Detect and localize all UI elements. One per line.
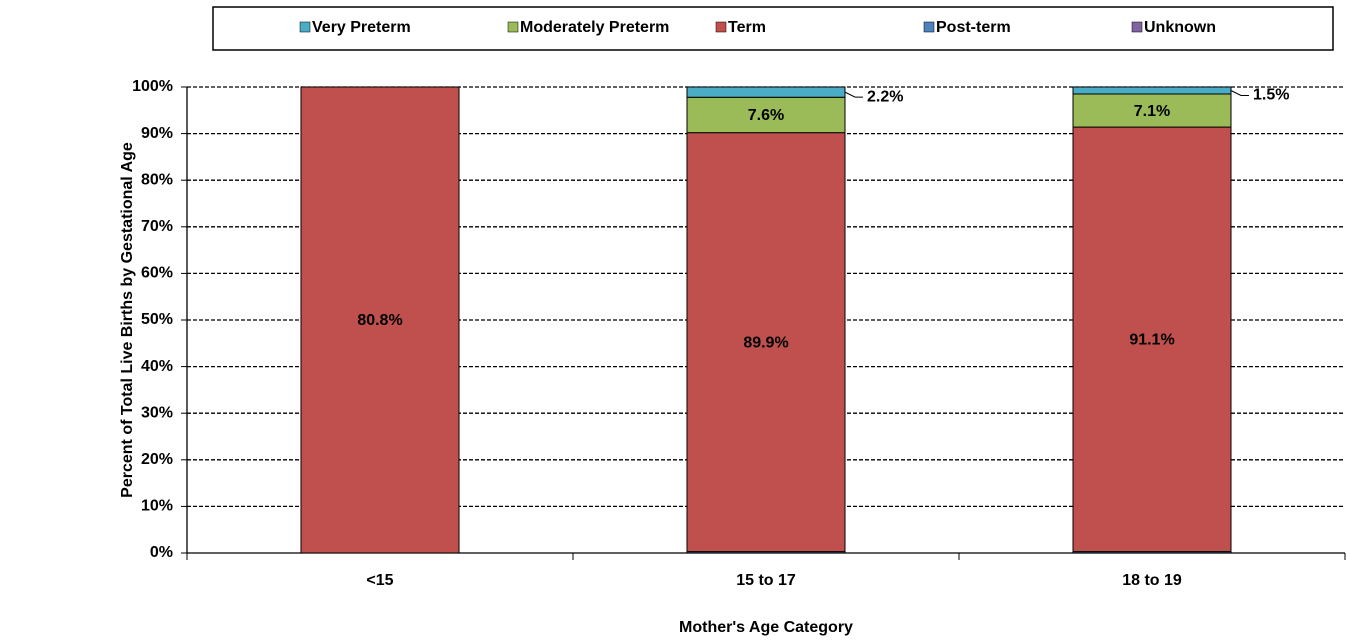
data-label: 80.8% [357,312,402,329]
legend-box [212,6,1334,51]
y-tick-label: 90% [141,125,173,142]
y-tick-label: 70% [141,218,173,235]
y-tick-label: 20% [141,451,173,468]
x-axis-label: Mother's Age Category [679,619,853,636]
legend-swatch [715,21,727,33]
legend-swatch [299,21,311,33]
y-tick-label: 10% [141,498,173,515]
y-tick-label: 100% [132,78,173,95]
legend-label: Very Preterm [312,19,411,36]
y-tick-label: 30% [141,404,173,421]
bar-segment [1072,86,1232,95]
y-tick-label: 0% [150,544,173,561]
bar-segment [1072,93,1232,128]
data-label: 7.1% [1134,103,1170,120]
bar-segment [1072,126,1232,553]
legend-label: Post-term [936,19,1011,36]
data-label: 1.5% [1253,87,1289,104]
y-tick-label: 80% [141,171,173,188]
leader-line [844,91,863,98]
legend-label: Unknown [1144,19,1216,36]
x-tick-label: 15 to 17 [736,572,796,589]
legend-swatch [1131,21,1143,33]
y-tick-label: 60% [141,265,173,282]
x-tick-label: 18 to 19 [1122,572,1182,589]
y-axis-label: Percent of Total Live Births by Gestatio… [119,142,136,498]
y-tick-label: 40% [141,358,173,375]
x-tick-label: <15 [366,572,393,589]
data-label: 91.1% [1129,332,1174,349]
legend-swatch [507,21,519,33]
data-label: 2.2% [867,88,903,105]
legend-label: Term [728,19,766,36]
data-label: 89.9% [743,334,788,351]
legend-label: Moderately Preterm [520,19,669,36]
leader-line [1230,90,1249,96]
bar-segment [300,86,460,554]
bar-segment [686,86,846,98]
legend-swatch [923,21,935,33]
data-label: 7.6% [748,107,784,124]
y-tick-label: 50% [141,311,173,328]
bar-segment [686,96,846,134]
